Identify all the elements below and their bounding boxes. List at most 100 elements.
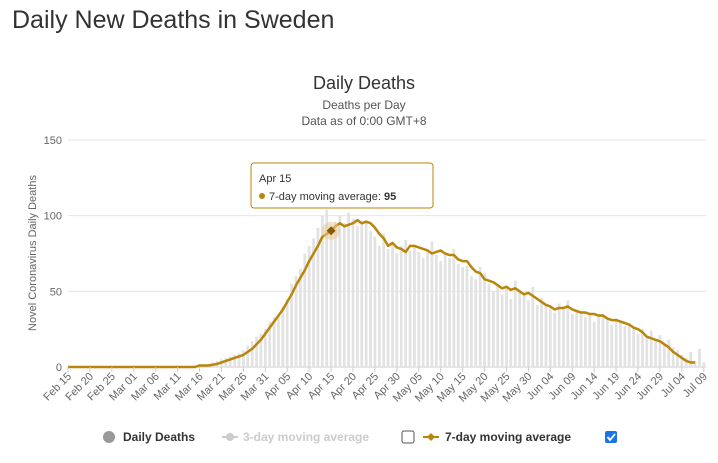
- highlight-point: [326, 226, 336, 236]
- daily-deaths-bar: [522, 294, 526, 367]
- daily-deaths-bar: [500, 294, 504, 367]
- daily-deaths-bar: [439, 261, 443, 367]
- daily-deaths-bar: [307, 245, 311, 367]
- legend-daily-deaths-symbol: [103, 431, 115, 443]
- daily-deaths-bar: [356, 226, 359, 367]
- daily-deaths-bar: [540, 297, 543, 367]
- legend-7-day-checkbox[interactable]: [605, 431, 617, 443]
- legend-3-day-label: 3-day moving average: [243, 430, 369, 444]
- legend-7-day-label: 7-day moving average: [445, 430, 571, 444]
- daily-deaths-bar: [237, 353, 241, 367]
- daily-deaths-bar: [268, 321, 272, 367]
- daily-deaths-bar: [290, 283, 293, 367]
- daily-deaths-bar: [478, 267, 482, 367]
- daily-deaths-bar: [386, 248, 390, 367]
- tooltip-series-marker: [259, 193, 265, 199]
- daily-deaths-bar: [329, 227, 333, 367]
- legend-item-daily-deaths[interactable]: Daily Deaths: [103, 430, 195, 444]
- daily-deaths-bar: [597, 315, 600, 367]
- daily-deaths-bar: [584, 317, 587, 367]
- tooltip-date: Apr 15: [259, 173, 291, 185]
- daily-deaths-bar: [636, 333, 640, 367]
- daily-deaths-bar: [391, 242, 394, 367]
- daily-deaths-bar: [421, 258, 425, 367]
- daily-deaths-bar: [465, 265, 469, 367]
- legend: Daily Deaths 3-day moving average 7-day …: [103, 430, 617, 444]
- daily-deaths-bar: [347, 212, 350, 367]
- y-tick-label: 100: [44, 211, 62, 223]
- daily-deaths-bar: [535, 304, 539, 367]
- daily-deaths-bar: [548, 306, 552, 367]
- daily-deaths-bar: [259, 333, 263, 367]
- tooltip-series-label: 7-day moving average:: [269, 191, 384, 203]
- daily-deaths-bar: [544, 303, 548, 367]
- daily-deaths-bar: [614, 318, 618, 367]
- chart-title: Daily Deaths: [313, 73, 415, 93]
- daily-deaths-bar: [491, 291, 495, 367]
- daily-deaths-bar: [285, 298, 289, 367]
- daily-deaths-bar: [676, 350, 679, 367]
- daily-deaths-bar: [303, 253, 307, 367]
- daily-deaths-bar: [434, 255, 438, 367]
- daily-deaths-bar: [360, 221, 364, 367]
- daily-deaths-bar: [417, 251, 421, 367]
- daily-deaths-bar: [645, 336, 649, 367]
- daily-deaths-bar: [667, 339, 671, 367]
- daily-deaths-bar: [395, 253, 399, 367]
- daily-deaths-bar: [351, 218, 355, 367]
- daily-deaths-bar: [689, 351, 693, 367]
- daily-deaths-bar: [320, 215, 324, 367]
- daily-deaths-bar: [513, 280, 517, 367]
- daily-deaths-bar: [272, 317, 276, 367]
- daily-deaths-bar: [369, 230, 372, 367]
- daily-deaths-bar: [632, 327, 636, 367]
- checkmark-icon: [606, 433, 616, 442]
- daily-deaths-bar: [566, 300, 570, 367]
- daily-deaths-bar: [605, 320, 609, 367]
- y-tick-label: 50: [50, 286, 62, 298]
- legend-3-day-symbol: [226, 433, 234, 441]
- daily-deaths-bar: [570, 314, 574, 367]
- daily-deaths-bar: [684, 357, 688, 367]
- daily-deaths-bar: [588, 312, 592, 367]
- legend-item-7-day-moving-average[interactable]: 7-day moving average: [423, 430, 571, 444]
- y-axis-ticks: 0 50 100 150: [44, 135, 62, 374]
- daily-deaths-bar: [408, 250, 412, 367]
- daily-deaths-bar: [233, 354, 236, 367]
- daily-deaths-bar: [496, 283, 500, 367]
- daily-deaths-bar: [531, 286, 535, 367]
- daily-deaths-bar: [623, 326, 627, 367]
- y-tick-label: 150: [44, 135, 62, 147]
- daily-deaths-bar: [299, 268, 302, 367]
- daily-deaths-bar: [474, 279, 478, 367]
- daily-deaths-bar: [610, 324, 614, 367]
- daily-deaths-bar: [246, 345, 250, 367]
- daily-deaths-bar: [316, 227, 320, 367]
- daily-deaths-bar: [693, 360, 697, 367]
- daily-deaths-bars: [176, 209, 706, 367]
- daily-deaths-bar: [641, 329, 644, 367]
- daily-deaths-bar: [680, 354, 684, 367]
- legend-7-day-checkbox-box: [605, 431, 617, 443]
- daily-deaths-bar: [662, 344, 666, 367]
- daily-deaths-bar: [649, 330, 653, 367]
- daily-deaths-bar: [658, 335, 662, 367]
- daily-deaths-bar: [277, 314, 280, 367]
- y-tick-label: 0: [56, 362, 62, 374]
- legend-item-3-day-moving-average[interactable]: 3-day moving average: [222, 430, 369, 444]
- daily-deaths-bar: [509, 298, 513, 367]
- daily-deaths-bar: [671, 347, 675, 367]
- daily-deaths-bar: [698, 348, 701, 367]
- daily-deaths-bar: [342, 223, 346, 367]
- daily-deaths-bar: [228, 356, 232, 367]
- daily-deaths-bar: [242, 350, 245, 367]
- legend-3-day-checkbox[interactable]: [401, 430, 415, 444]
- daily-deaths-bar: [325, 209, 329, 367]
- daily-deaths-bar: [456, 264, 460, 367]
- chart-subtitle-data-date: Data as of 0:00 GMT+8: [301, 114, 426, 128]
- daily-deaths-bar: [487, 283, 491, 367]
- daily-deaths-bar: [334, 221, 337, 367]
- daily-deaths-bar: [448, 258, 451, 367]
